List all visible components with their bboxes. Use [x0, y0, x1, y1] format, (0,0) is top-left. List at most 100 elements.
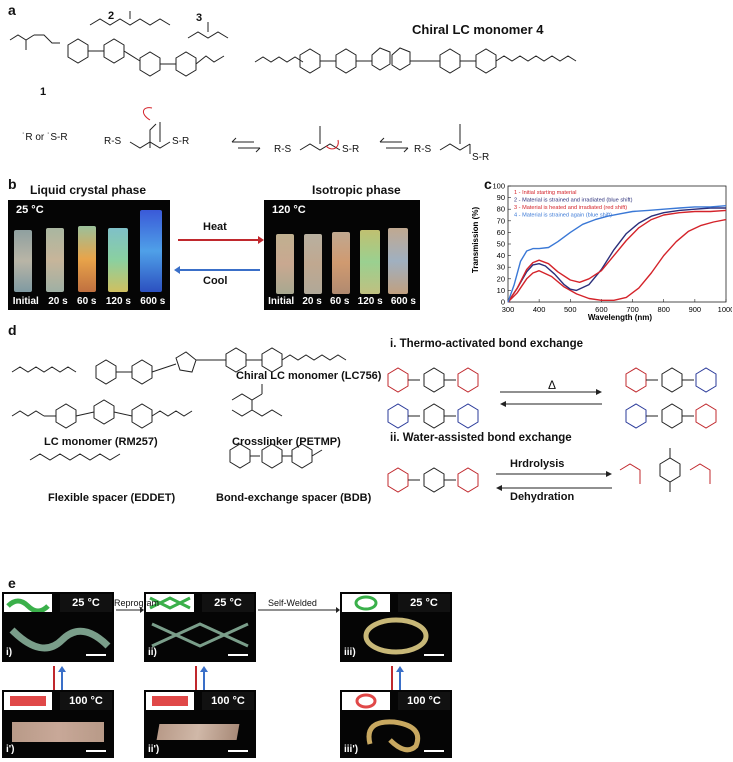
cool-label: Cool [203, 275, 228, 287]
transmission-chart: 0 10 20 30 40 50 60 70 80 90 100 300 400 500 600 700 80… [471, 182, 732, 323]
lc-time-label: 20 s [48, 296, 68, 307]
panel-label-c: c [484, 176, 492, 192]
monomer-1-label: 1 [40, 86, 47, 98]
label-iii-prime: iii') [344, 744, 359, 755]
icon-box-i [4, 594, 52, 614]
reprogram-label: Reprogram [114, 598, 160, 608]
lc-strip-20s [46, 228, 64, 292]
x-ticks: 300 400 500 600 700 800 900 1000 [502, 299, 732, 314]
lc-strip-initial [14, 230, 32, 292]
wavy-strip-i [9, 627, 111, 652]
iso-phase-title: Isotropic phase [312, 183, 401, 197]
y-ticks: 0 10 20 30 40 50 60 70 80 90 100 [492, 182, 511, 307]
y-axis-label: Transmission (%) [471, 207, 480, 274]
ring-icon [354, 595, 378, 611]
thermo-exchange-title: i. Thermo-activated bond exchange [390, 338, 583, 350]
photo-iii: 25 °C iii) [340, 592, 452, 662]
y-tick-label: 100 [492, 182, 505, 191]
iso-temp: 120 °C [272, 204, 306, 216]
sr-label-2: S-R [342, 144, 360, 155]
iso-time-labels: Initial 20 s 60 s 120 s 600 s [264, 296, 420, 307]
legend-entry-1: 1 - Initial starting material [514, 190, 577, 196]
y-tick-label: 0 [501, 298, 505, 307]
icon-box-i-prime [4, 692, 52, 710]
delta-symbol: Δ [548, 378, 557, 392]
photo-i-prime: 100 °C i') [2, 690, 114, 758]
legend-entry-3: 3 - Material is heated and irradiated (r… [514, 205, 627, 211]
scale-bar-i [86, 654, 106, 656]
lc-strip-60s [78, 226, 96, 292]
series-line-1 [507, 218, 727, 303]
label-iii: iii) [344, 647, 356, 658]
icon-box-ii-prime [146, 692, 194, 710]
lc-phase-photo: 25 °C [8, 200, 170, 310]
bond-exchange-diagram [387, 367, 717, 493]
wave-strip-icon [6, 598, 50, 614]
iso-time-label: 20 s [302, 296, 322, 307]
x-tick-label: 300 [502, 305, 515, 314]
mobius-ring-iii [363, 617, 429, 655]
label-ii-prime: ii') [148, 744, 160, 755]
iso-phase-photo: 120 °C [264, 200, 420, 310]
iso-strip-initial [276, 234, 294, 294]
panel-d-molecules [11, 347, 347, 469]
flat-strip-ii-prime [156, 724, 240, 740]
x-axis-label: Wavelength (nm) [588, 313, 652, 322]
y-tick-label: 40 [497, 251, 505, 260]
lc-time-labels: Initial 20 s 60 s 120 s 600 s [8, 296, 170, 307]
temp-ii: 25 °C [202, 594, 254, 612]
legend-entry-2: 2 - Material is strained and irradiated … [514, 198, 633, 204]
rs-label-1: R-S [104, 136, 122, 147]
panel-a-chemistry [9, 11, 577, 154]
iso-time-label: 600 s [390, 296, 416, 307]
twist-strip-icon [149, 596, 191, 610]
temp-ii-prime: 100 °C [202, 692, 254, 710]
series-lines [507, 205, 727, 303]
y-tick-label: 20 [497, 274, 505, 283]
petmp-label: Crosslinker (PETMP) [232, 436, 341, 448]
panel-label-d: d [8, 322, 17, 338]
flat-strip-icon [152, 696, 188, 706]
panel-label-b: b [8, 176, 17, 192]
panel-label-a: a [8, 2, 16, 18]
monomer-3-label: 3 [196, 12, 203, 24]
lc-strip-600s [140, 210, 162, 292]
icon-box-ii [146, 594, 194, 612]
hydrolysis-label: Hrdrolysis [510, 458, 565, 470]
photo-ii-prime: 100 °C ii') [144, 690, 256, 758]
y-tick-label: 80 [497, 205, 505, 214]
iso-time-label: Initial [268, 296, 295, 307]
radicals-text: ˙R or ˙S-R [22, 132, 68, 143]
y-tick-label: 30 [497, 263, 505, 272]
iso-time-label: 120 s [357, 296, 383, 307]
y-tick-label: 50 [497, 240, 505, 249]
scale-bar-ii-prime [228, 750, 248, 752]
lc-time-label: 600 s [140, 296, 166, 307]
eddet-label: Flexible spacer (EDDET) [48, 492, 176, 504]
label-ii: ii) [148, 647, 157, 658]
self-welded-label: Self-Welded [268, 598, 317, 608]
icon-box-iii-prime [342, 692, 390, 710]
scale-bar-i-prime [86, 750, 106, 752]
series-line-4 [507, 205, 727, 303]
temp-i-prime: 100 °C [60, 692, 112, 710]
legend-entry-4: 4 - Material is strained again (blue shi… [514, 213, 612, 219]
chiral-monomer-4-title: Chiral LC monomer 4 [412, 22, 544, 37]
sr-label-3: S-R [472, 152, 490, 163]
lc-time-label: 60 s [77, 296, 97, 307]
temp-i: 25 °C [60, 594, 112, 612]
water-exchange-title: ii. Water-assisted bond exchange [390, 432, 572, 444]
twisted-strip-ii [151, 622, 249, 648]
y-tick-label: 70 [497, 216, 505, 225]
temp-iii: 25 °C [398, 594, 450, 612]
rs-label-2: R-S [274, 144, 292, 155]
y-tick-label: 60 [497, 228, 505, 237]
scale-bar-iii-prime [424, 750, 444, 752]
curled-ring-iii-prime [366, 719, 421, 753]
y-tick-label: 10 [497, 286, 505, 295]
series-line-2 [507, 207, 726, 303]
iso-strip-120s [360, 230, 380, 294]
lc-temp: 25 °C [16, 204, 44, 216]
series-line-3 [507, 209, 727, 303]
dehydration-label: Dehydration [510, 491, 575, 503]
